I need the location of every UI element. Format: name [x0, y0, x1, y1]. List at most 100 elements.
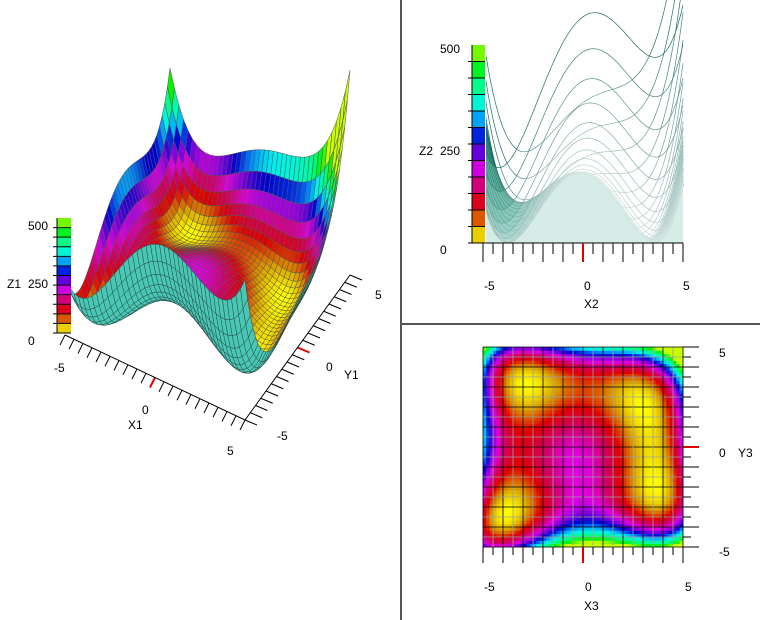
heatmap-cell [589, 490, 594, 495]
heatmap-cell [569, 440, 574, 445]
heatmap-cell [493, 437, 497, 441]
heatmap-cell [553, 443, 557, 448]
heatmap-cell [483, 417, 487, 421]
heatmap-cell [649, 493, 654, 498]
heatmap-cell [509, 447, 514, 451]
heatmap-cell [493, 423, 497, 428]
heatmap-cell [546, 473, 551, 478]
heatmap-cell [623, 403, 627, 408]
heatmap-cell [633, 403, 637, 408]
heatmap-cell [483, 463, 487, 468]
heatmap-cell [606, 503, 611, 508]
heatmap-cell [613, 520, 617, 525]
heatmap-cell [499, 487, 504, 491]
heatmap-cell [599, 443, 604, 448]
heatmap-cell [626, 483, 631, 488]
heatmap-cell [586, 523, 591, 528]
heatmap-cell [643, 347, 647, 351]
heatmap-cell [516, 503, 521, 508]
heatmap-cell [576, 440, 581, 445]
heatmap-cell [609, 390, 614, 395]
heatmap-cell [599, 457, 604, 461]
heatmap-cell [503, 520, 507, 525]
heatmap-cell [643, 537, 647, 541]
heatmap-cell [526, 523, 531, 528]
heatmap-cell [556, 440, 561, 445]
heatmap-cell [599, 417, 604, 421]
heatmap-cell [596, 543, 601, 548]
heatmap-cell [523, 390, 527, 395]
heatmap-cell [546, 517, 551, 521]
heatmap-cell [563, 400, 567, 405]
heatmap-cell [506, 403, 511, 408]
heatmap-cell [583, 373, 587, 378]
heatmap-cell [606, 467, 611, 471]
heatmap-cell [506, 377, 511, 381]
heatmap-cell [483, 383, 487, 388]
heatmap-cell [503, 537, 507, 541]
heatmap-cell [616, 370, 621, 375]
heatmap-cell [616, 487, 621, 491]
heatmap-cell [613, 443, 617, 448]
heatmap-cell [529, 527, 534, 531]
heatmap-cell [613, 427, 617, 431]
heatmap-cell [603, 430, 607, 435]
heatmap-cell [523, 400, 527, 405]
heatmap-cell [566, 357, 571, 361]
heatmap-cell [589, 363, 594, 368]
heatmap-cell [569, 370, 574, 375]
heatmap-cell [626, 420, 631, 425]
heatmap-cell [573, 517, 577, 521]
heatmap-cell [589, 517, 594, 521]
heatmap-cell [599, 513, 604, 518]
heatmap-cell [529, 427, 534, 431]
heatmap-cell [603, 437, 607, 441]
heatmap-cell [496, 517, 501, 521]
heatmap-cell [516, 447, 521, 451]
heatmap-cell [516, 347, 521, 351]
heatmap-cell [633, 437, 637, 441]
heatmap-cell [509, 420, 514, 425]
heatmap-cell [526, 413, 531, 418]
heatmap-cell [486, 543, 491, 548]
heatmap-cell [636, 463, 641, 468]
heatmap-cell [646, 417, 651, 421]
heatmap-cell [536, 390, 541, 395]
side-curve [486, 122, 684, 234]
heatmap-cell [483, 533, 487, 538]
heatmap-cell [543, 443, 547, 448]
heatmap-cell [623, 377, 627, 381]
heatmap-cell [656, 443, 661, 448]
heatmap-cell [556, 403, 561, 408]
heatmap-cell [556, 460, 561, 465]
heatmap-cell [609, 387, 614, 391]
heatmap-cell [653, 513, 657, 518]
colorbar-swatch [472, 78, 485, 95]
heatmap-cell [609, 507, 614, 511]
heatmap-cell [623, 513, 627, 518]
surface-patch [342, 70, 351, 121]
heatmap-cell [569, 373, 574, 378]
heatmap-cell [523, 347, 527, 351]
heatmap-cell [579, 363, 584, 368]
heatmap-cell [529, 433, 534, 438]
heatmap-cell [553, 423, 557, 428]
heatmap-cell [503, 430, 507, 435]
heatmap-cell [539, 440, 544, 445]
heatmap-cell [613, 437, 617, 441]
heatmap-cell [579, 540, 584, 545]
heatmap-cell [566, 387, 571, 391]
heatmap-cell [513, 410, 517, 415]
side-fill [486, 12, 683, 243]
heatmap-cell [496, 363, 501, 368]
heatmap-cell [553, 487, 557, 491]
heatmap-cell [649, 487, 654, 491]
heatmap-cell [616, 513, 621, 518]
heatmap-cell [593, 363, 597, 368]
heatmap-cell [626, 463, 631, 468]
heatmap-cell [553, 500, 557, 505]
heatmap-cell [586, 493, 591, 498]
heatmap-cell [616, 510, 621, 515]
y1-tick [271, 383, 284, 390]
heatmap-cell [606, 517, 611, 521]
